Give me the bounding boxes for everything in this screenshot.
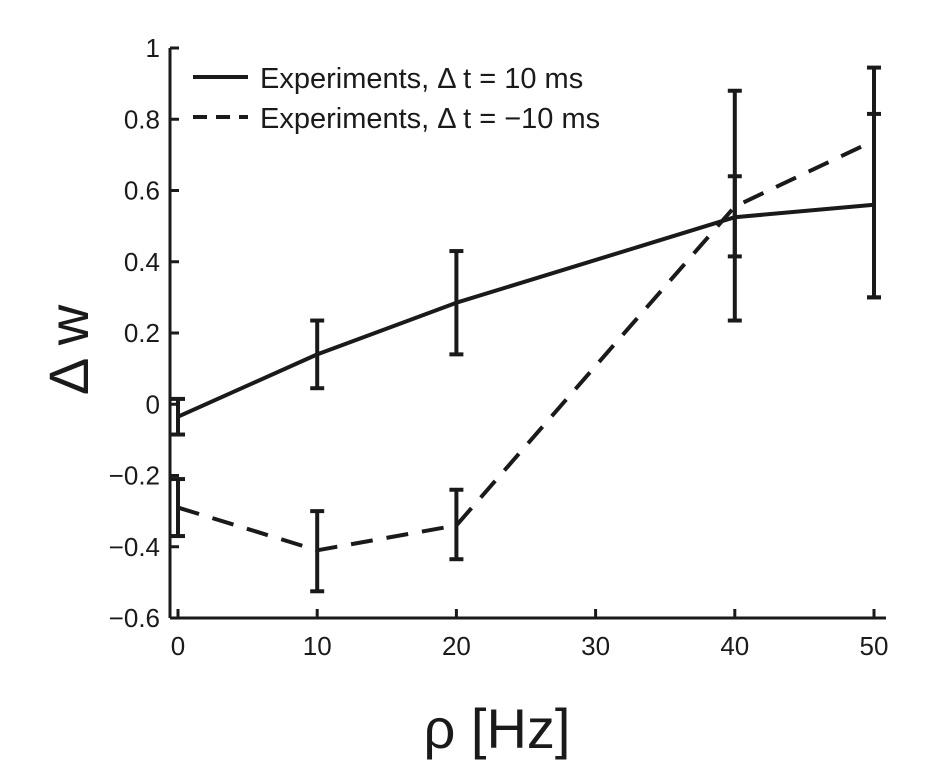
y-tick-label: −0.4 — [109, 532, 160, 562]
series-layer — [171, 65, 881, 594]
y-tick-label: −0.6 — [109, 603, 160, 633]
y-tick-label: 1 — [146, 33, 160, 63]
x-tick-label: 10 — [303, 631, 332, 661]
x-tick-label: 20 — [442, 631, 471, 661]
x-tick-label: 50 — [860, 631, 889, 661]
y-tick-label: −0.2 — [109, 461, 160, 491]
x-tick-label: 40 — [720, 631, 749, 661]
y-axis-title: Δ w — [37, 304, 100, 395]
legend: Experiments, Δ t = 10 ms Experiments, Δ t… — [193, 63, 600, 135]
x-tick-label: 0 — [171, 631, 185, 661]
series-line — [177, 138, 875, 553]
y-tick-label: 0.6 — [124, 176, 160, 206]
x-tick-label: 30 — [581, 631, 610, 661]
x-axis-title: ρ [Hz] — [424, 697, 571, 760]
y-tick-label: 0.4 — [124, 247, 160, 277]
y-tick-label: 0.2 — [124, 318, 160, 348]
series-2 — [171, 65, 881, 594]
legend-label: Experiments, Δ t = 10 ms — [260, 63, 583, 95]
series-line — [177, 202, 875, 419]
legend-label: Experiments, Δ t = −10 ms — [260, 103, 600, 135]
y-tick-label: 0 — [146, 389, 160, 419]
axes: −0.6−0.4−0.200.20.40.60.810 10 20 30 40 50 — [109, 33, 889, 661]
series-1 — [171, 111, 881, 437]
y-tick-label: 0.8 — [124, 104, 160, 134]
